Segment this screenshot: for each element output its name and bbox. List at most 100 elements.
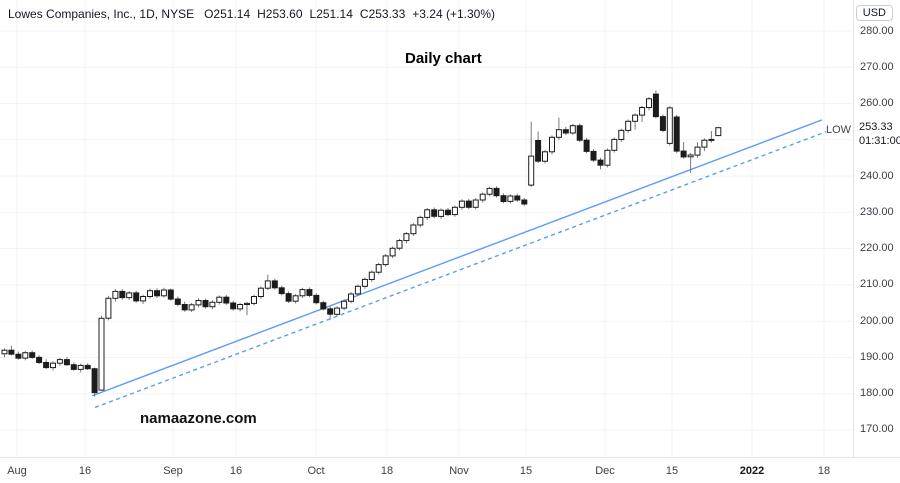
time-tick-label: 15 (665, 465, 679, 477)
candle-up (708, 138, 715, 141)
time-tick-label: 18 (817, 465, 831, 477)
candle-up (257, 287, 264, 298)
candle-down (500, 195, 507, 202)
candle-up (625, 120, 632, 131)
candle-up (569, 125, 576, 134)
candle-up (375, 264, 382, 273)
price-tick-label: 270.00 (860, 61, 894, 73)
candle-up (687, 154, 694, 158)
candle-up (22, 352, 29, 359)
time-tick-label: Sep (163, 465, 183, 477)
candle-up (244, 302, 250, 305)
solid-trendline[interactable] (91, 119, 823, 397)
candle-up (50, 362, 56, 369)
candle-up (112, 290, 119, 299)
price-tick-label: 220.00 (860, 242, 894, 254)
candle-up (639, 107, 646, 116)
candle-up (472, 199, 479, 208)
time-tick-label: Oct (307, 465, 325, 477)
candle-down (590, 150, 597, 161)
candle-up (417, 216, 424, 226)
candle-up (147, 290, 153, 298)
price-line-ticker-label: LOW (826, 124, 852, 136)
candle-down (493, 187, 500, 197)
time-tick-label: 18 (380, 465, 394, 477)
candle-down (576, 125, 583, 141)
candle-up (140, 296, 147, 302)
candle-up (701, 139, 708, 148)
candle-up (666, 107, 673, 144)
candle-up (382, 255, 389, 266)
candle-up (528, 155, 535, 186)
candle-down (63, 359, 70, 366)
price-tick-label: 170.00 (860, 423, 894, 435)
candle-down (278, 287, 285, 295)
candle-up (632, 114, 639, 122)
candle-up (341, 300, 348, 309)
candle-up (410, 224, 417, 235)
candle-down (320, 302, 327, 310)
candle-down (91, 368, 98, 394)
candle-down (514, 195, 521, 201)
price-axis[interactable]: 280.00 270.00 260.00 240.00 230.00 220.00 210.… (853, 0, 900, 457)
candle-up (251, 296, 257, 304)
candle-down (36, 356, 43, 363)
candle-up (389, 247, 396, 257)
candle-down (15, 353, 22, 359)
candle-up (334, 307, 341, 315)
candle-down (223, 296, 230, 304)
candle-down (680, 150, 687, 158)
candle-down (202, 300, 209, 308)
price-tick-label: 180.00 (860, 387, 894, 399)
candle-up (126, 292, 133, 299)
candle-up (604, 149, 611, 166)
price-tick-label: 190.00 (860, 351, 894, 363)
candle-up (618, 129, 625, 140)
chart-title: Daily chart (405, 50, 482, 67)
candle-down (119, 290, 126, 299)
dashed-trendline[interactable] (94, 131, 827, 409)
candle-down (445, 209, 451, 216)
candle-down (154, 290, 160, 297)
symbol-legend[interactable]: Lowes Companies, Inc., 1D, NYSE O251.14 H2… (8, 7, 502, 21)
candle-down (535, 140, 542, 162)
candle-up (396, 240, 403, 249)
time-axis[interactable]: Aug 16 Sep 16 Oct 18 Nov 15 Dec 15 2022 18 (0, 457, 900, 483)
candle-up (451, 206, 458, 216)
candle-up (361, 278, 368, 287)
candle-up (549, 136, 555, 153)
candle-up (479, 193, 486, 201)
candle-up (299, 289, 306, 297)
candle-up (237, 304, 244, 310)
candle-up (348, 293, 354, 302)
candle-down (84, 364, 91, 370)
candle-up (1, 349, 8, 355)
candle-up (56, 359, 63, 364)
symbol-title[interactable]: Lowes Companies, Inc., 1D, NYSE (8, 7, 195, 21)
price-tick-label: 210.00 (860, 278, 894, 290)
currency-toggle-button[interactable]: USD (855, 5, 893, 21)
ohlc-low-value: L251.14 (309, 7, 353, 21)
price-tick-label: 200.00 (860, 315, 894, 327)
candle-up (368, 271, 375, 281)
candle-down (167, 289, 174, 300)
candle-up (611, 138, 618, 151)
candle-down (465, 200, 472, 208)
candle-down (597, 159, 604, 166)
candle-down (174, 298, 181, 305)
time-tick-label: 16 (78, 465, 92, 477)
candle-up (354, 285, 361, 295)
candle-up (507, 195, 514, 202)
candle-up (98, 317, 105, 391)
candle-down (431, 209, 438, 217)
candle-down (583, 139, 590, 152)
time-tick-label: Aug (7, 465, 27, 477)
ohlc-close-value: C253.33 (359, 7, 406, 21)
candle-up (555, 129, 562, 138)
candle-up (715, 127, 722, 137)
time-tick-label: 15 (519, 465, 533, 477)
price-tick-label: 260.00 (860, 97, 894, 109)
candle-up (694, 146, 701, 156)
